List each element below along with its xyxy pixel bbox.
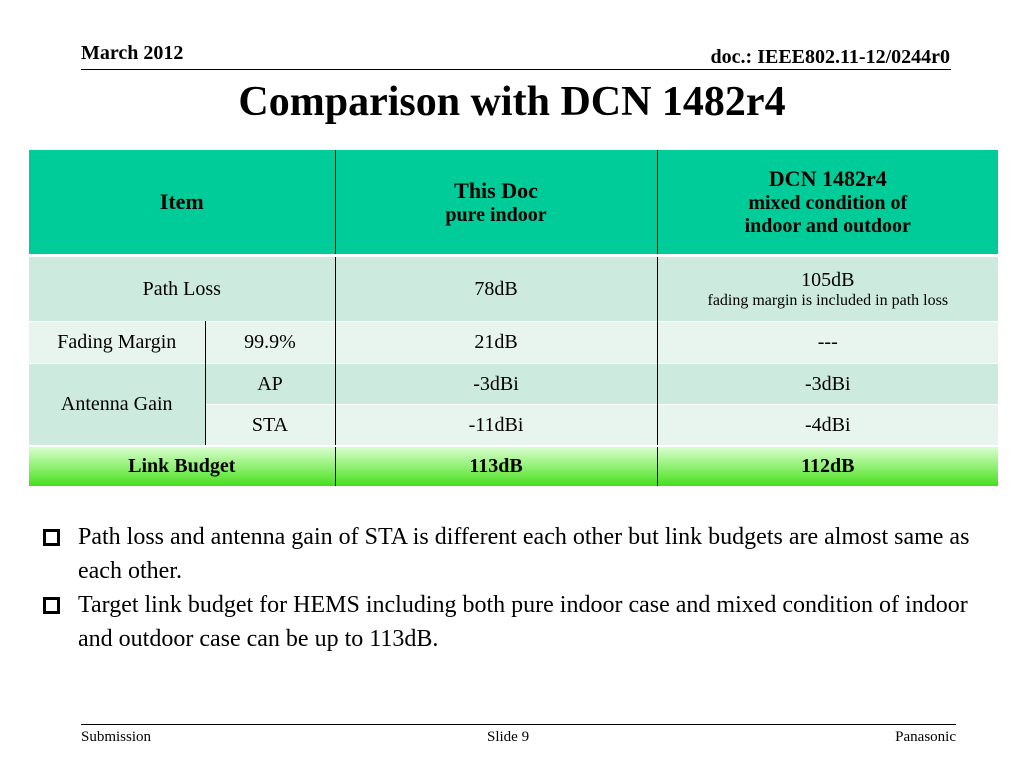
header-dcn: DCN 1482r4 mixed condition of indoor and… bbox=[657, 150, 999, 256]
antenna-gain-label: Antenna Gain bbox=[29, 363, 206, 446]
slide-title: Comparison with DCN 1482r4 bbox=[238, 79, 786, 125]
square-bullet-icon bbox=[43, 597, 60, 614]
footer-company: Panasonic bbox=[895, 729, 956, 745]
footer-slide-number: Slide 9 bbox=[487, 729, 530, 745]
fading-margin-dcn: --- bbox=[657, 321, 999, 364]
header-doc-id: doc.: IEEE802.11-12/0244r0 bbox=[710, 46, 950, 68]
header-item: Item bbox=[29, 150, 336, 256]
antenna-sta-this-doc: -11dBi bbox=[335, 404, 658, 446]
link-budget-label: Link Budget bbox=[29, 445, 336, 486]
square-bullet-icon bbox=[43, 529, 60, 546]
antenna-ap-this-doc: -3dBi bbox=[335, 363, 658, 405]
table-row-link-budget: Link Budget 113dB 112dB bbox=[29, 445, 999, 486]
header-divider bbox=[81, 69, 951, 70]
antenna-ap-label: AP bbox=[205, 363, 336, 405]
table-header-row: Item This Doc pure indoor DCN 1482r4 mix… bbox=[29, 150, 999, 256]
fading-margin-label: Fading Margin bbox=[29, 321, 206, 364]
path-loss-this-doc: 78dB bbox=[335, 254, 658, 322]
path-loss-dcn: 105dB fading margin is included in path … bbox=[657, 254, 999, 322]
header-this-doc: This Doc pure indoor bbox=[335, 150, 658, 256]
link-budget-dcn: 112dB bbox=[657, 445, 999, 486]
footer-divider bbox=[81, 724, 956, 725]
bullet-list: Path loss and antenna gain of STA is dif… bbox=[40, 520, 970, 656]
path-loss-note: fading margin is included in path loss bbox=[707, 291, 949, 309]
table-row-antenna-sta: STA -11dBi -4dBi bbox=[29, 404, 999, 446]
antenna-ap-dcn: -3dBi bbox=[657, 363, 999, 405]
table-row-antenna-ap: Antenna Gain AP -3dBi -3dBi bbox=[29, 363, 999, 446]
header-date: March 2012 bbox=[81, 42, 184, 64]
fading-margin-this-doc: 21dB bbox=[335, 321, 658, 364]
path-loss-label: Path Loss bbox=[29, 254, 336, 322]
table-row-fading-margin: Fading Margin 99.9% 21dB --- bbox=[29, 321, 999, 364]
comparison-table: Item This Doc pure indoor DCN 1482r4 mix… bbox=[29, 150, 999, 486]
antenna-sta-dcn: -4dBi bbox=[657, 404, 999, 446]
antenna-sta-label: STA bbox=[205, 404, 336, 446]
fading-margin-param: 99.9% bbox=[205, 321, 336, 364]
footer-submission: Submission bbox=[81, 729, 152, 745]
table-row-path-loss: Path Loss 78dB 105dB fading margin is in… bbox=[29, 254, 999, 322]
link-budget-this-doc: 113dB bbox=[335, 445, 658, 486]
bullet-item: Path loss and antenna gain of STA is dif… bbox=[40, 520, 970, 588]
bullet-item: Target link budget for HEMS including bo… bbox=[40, 588, 970, 656]
